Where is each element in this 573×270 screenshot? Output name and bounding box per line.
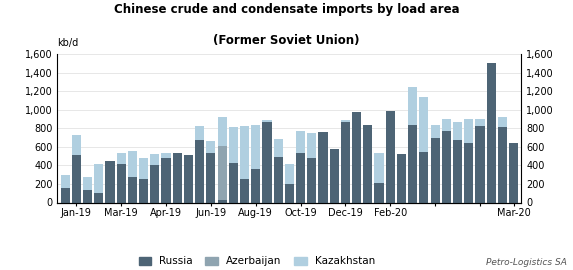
- Bar: [83, 177, 92, 202]
- Bar: [397, 154, 406, 202]
- Bar: [162, 153, 171, 202]
- Bar: [94, 193, 103, 202]
- Bar: [352, 156, 361, 202]
- Bar: [442, 131, 451, 202]
- Bar: [397, 184, 406, 202]
- Bar: [251, 126, 260, 202]
- Bar: [218, 200, 227, 202]
- Bar: [341, 120, 350, 202]
- Bar: [117, 153, 126, 202]
- Bar: [509, 143, 518, 202]
- Bar: [430, 124, 439, 202]
- Bar: [498, 127, 507, 202]
- Text: Petro-Logistics SA: Petro-Logistics SA: [486, 258, 567, 267]
- Bar: [172, 153, 182, 202]
- Bar: [419, 97, 429, 202]
- Bar: [329, 157, 339, 202]
- Bar: [464, 143, 473, 202]
- Bar: [352, 112, 361, 202]
- Text: (Former Soviet Union): (Former Soviet Union): [213, 34, 360, 47]
- Bar: [262, 122, 272, 202]
- Bar: [229, 163, 238, 202]
- Legend: Russia, Azerbaijan, Kazakhstan: Russia, Azerbaijan, Kazakhstan: [134, 252, 379, 270]
- Bar: [61, 175, 70, 202]
- Bar: [162, 158, 171, 202]
- Bar: [229, 127, 238, 202]
- Bar: [128, 151, 137, 202]
- Bar: [296, 131, 305, 202]
- Bar: [296, 153, 305, 202]
- Bar: [509, 143, 518, 202]
- Bar: [83, 190, 92, 202]
- Bar: [476, 126, 485, 202]
- Text: Chinese crude and condensate imports by load area: Chinese crude and condensate imports by …: [113, 3, 460, 16]
- Bar: [195, 126, 204, 202]
- Text: kb/d: kb/d: [57, 38, 79, 48]
- Bar: [72, 155, 81, 202]
- Bar: [240, 179, 249, 202]
- Bar: [476, 119, 485, 202]
- Bar: [184, 155, 193, 202]
- Bar: [139, 179, 148, 202]
- Bar: [329, 149, 339, 202]
- Bar: [218, 117, 227, 202]
- Bar: [240, 126, 249, 202]
- Bar: [94, 164, 103, 202]
- Bar: [453, 122, 462, 202]
- Bar: [139, 158, 148, 202]
- Bar: [61, 188, 70, 202]
- Bar: [273, 157, 282, 202]
- Bar: [251, 169, 260, 202]
- Bar: [375, 153, 384, 202]
- Bar: [430, 139, 439, 202]
- Bar: [442, 119, 451, 202]
- Bar: [206, 141, 215, 202]
- Bar: [262, 120, 272, 202]
- Bar: [172, 153, 182, 202]
- Bar: [375, 183, 384, 202]
- Bar: [285, 164, 294, 202]
- Bar: [184, 155, 193, 202]
- Bar: [486, 124, 496, 202]
- Bar: [386, 137, 395, 202]
- Bar: [150, 154, 159, 202]
- Bar: [498, 117, 507, 202]
- Bar: [72, 135, 81, 202]
- Bar: [386, 111, 395, 202]
- Bar: [273, 139, 282, 202]
- Bar: [307, 158, 316, 202]
- Bar: [453, 140, 462, 202]
- Bar: [341, 122, 350, 202]
- Bar: [464, 119, 473, 202]
- Bar: [363, 124, 372, 202]
- Bar: [307, 133, 316, 202]
- Bar: [206, 153, 215, 202]
- Bar: [319, 132, 328, 202]
- Bar: [273, 170, 282, 202]
- Bar: [486, 63, 496, 202]
- Bar: [105, 162, 115, 202]
- Bar: [150, 165, 159, 202]
- Bar: [105, 161, 115, 202]
- Bar: [195, 140, 204, 202]
- Bar: [128, 177, 137, 202]
- Bar: [117, 164, 126, 202]
- Bar: [363, 137, 372, 202]
- Bar: [285, 184, 294, 202]
- Bar: [408, 124, 417, 202]
- Bar: [408, 87, 417, 202]
- Bar: [218, 146, 227, 202]
- Bar: [319, 132, 328, 202]
- Bar: [419, 152, 429, 202]
